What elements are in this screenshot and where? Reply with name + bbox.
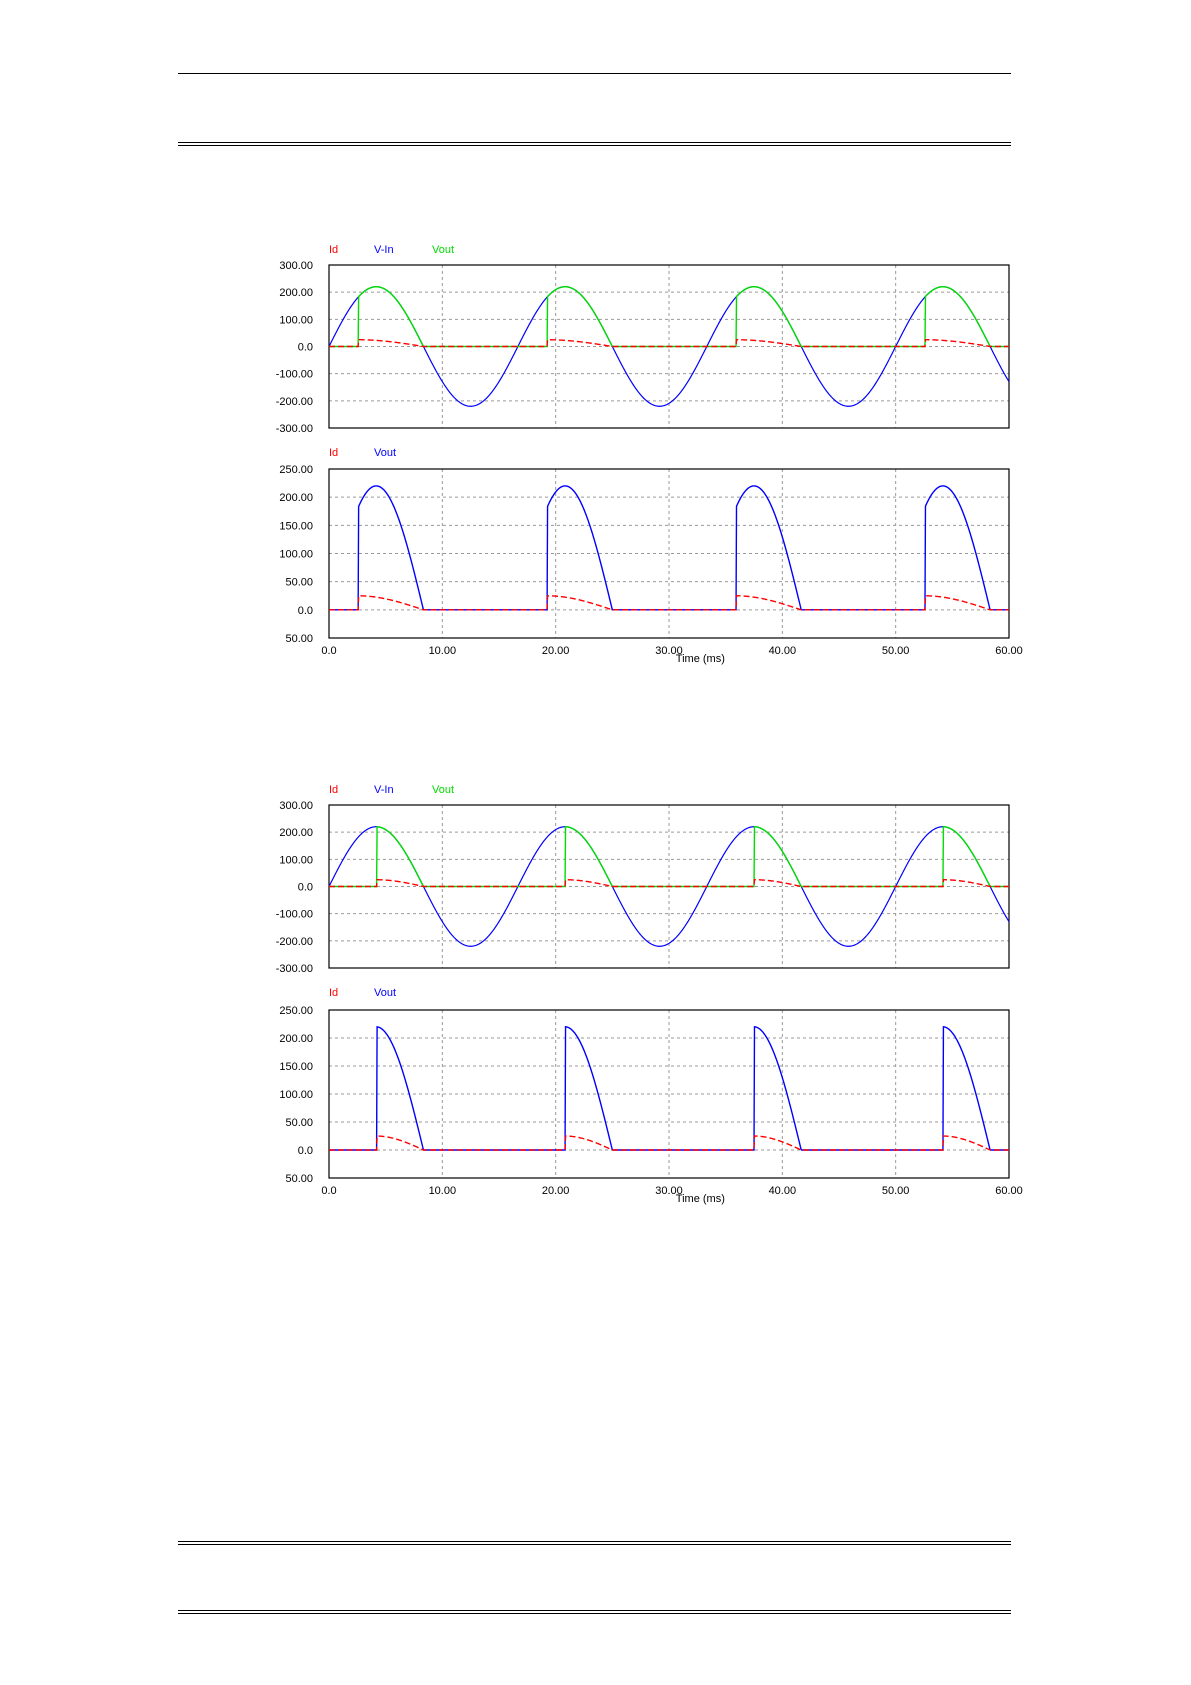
x-axis-label: Time (ms) — [676, 653, 725, 665]
y-tick-label: 50.00 — [285, 577, 313, 589]
x-tick-label: 0.0 — [321, 1185, 336, 1197]
series-line-id — [329, 339, 1009, 348]
y-tick-label: 150.00 — [279, 520, 313, 532]
x-tick-label: 60.00 — [995, 645, 1023, 657]
x-tick-label: 0.0 — [321, 645, 336, 657]
chart-panel-1-top: 300.00 200.00 100.00 0.0 -100.00 -200.00 -300.… — [276, 244, 1010, 435]
y-tick-label: 0.0 — [298, 342, 313, 354]
x-tick-label: 30.00 — [655, 1185, 683, 1197]
header-rule-double — [178, 142, 1011, 146]
y-tick-label: 100.00 — [279, 549, 313, 561]
series-line-id — [329, 595, 1009, 611]
legend-entry: Vout — [374, 447, 396, 459]
y-tick-label: -300.00 — [276, 423, 313, 435]
legend-entry: Id — [329, 447, 338, 459]
y-tick-label: 300.00 — [279, 800, 313, 812]
x-tick-label: 60.00 — [995, 1185, 1023, 1197]
legend-entry: Id — [329, 784, 338, 796]
header-rule-top — [178, 73, 1011, 74]
x-tick-label: 10.00 — [429, 645, 457, 657]
y-tick-label: 250.00 — [279, 464, 313, 476]
x-axis-label: Time (ms) — [676, 1193, 725, 1205]
y-tick-label: -100.00 — [276, 369, 313, 381]
y-tick-label: -100.00 — [276, 909, 313, 921]
y-tick-label: -200.00 — [276, 936, 313, 948]
y-tick-label: 50.00 — [285, 1117, 313, 1129]
x-tick-label: 20.00 — [542, 1185, 570, 1197]
legend-entry: Vout — [374, 987, 396, 999]
y-tick-label: 0.0 — [298, 605, 313, 617]
y-tick-label: 0.0 — [298, 882, 313, 894]
legend-entry: Id — [329, 987, 338, 999]
series-line-id — [329, 878, 1009, 888]
series-line-id — [329, 1135, 1009, 1151]
y-tick-label: 150.00 — [279, 1061, 313, 1073]
y-tick-label: 200.00 — [279, 287, 313, 299]
y-tick-label: 200.00 — [279, 1033, 313, 1045]
y-tick-label: 50.00 — [285, 1173, 313, 1185]
y-tick-label: 100.00 — [279, 314, 313, 326]
y-tick-label: 50.00 — [285, 633, 313, 645]
x-tick-label: 40.00 — [769, 1185, 797, 1197]
x-tick-label: 40.00 — [769, 645, 797, 657]
y-tick-label: 250.00 — [279, 1005, 313, 1017]
legend-entry: Vout — [432, 244, 454, 256]
legend-entry: V-In — [374, 244, 394, 256]
x-tick-label: 30.00 — [655, 645, 683, 657]
figure-1-svg: 300.00 200.00 100.00 0.0 -100.00 -200.00 -300.… — [276, 244, 1023, 665]
legend-entry: Id — [329, 244, 338, 256]
y-tick-label: -200.00 — [276, 396, 313, 408]
plot-frame — [328, 1009, 1010, 1179]
y-tick-label: 100.00 — [279, 854, 313, 866]
legend-entry: Vout — [432, 784, 454, 796]
y-tick-label: 200.00 — [279, 492, 313, 504]
x-tick-label: 50.00 — [882, 1185, 910, 1197]
legend-entry: V-In — [374, 784, 394, 796]
figure-2: 300.00 200.00 100.00 0.0 -100.00 -200.00 -300.… — [276, 784, 1023, 1205]
plot-frame — [328, 468, 1010, 639]
y-tick-label: 0.0 — [298, 1145, 313, 1157]
chart-panel-1-bottom: 250.00 200.00 150.00 100.00 50.00 0.0 50.00 0.0… — [279, 447, 1022, 665]
x-tick-label: 50.00 — [882, 645, 910, 657]
x-tick-label: 20.00 — [542, 645, 570, 657]
x-tick-label: 10.00 — [429, 1185, 457, 1197]
footer-rule-double-top — [178, 1541, 1011, 1545]
y-tick-label: 100.00 — [279, 1089, 313, 1101]
y-tick-label: 200.00 — [279, 827, 313, 839]
y-tick-label: 300.00 — [279, 260, 313, 272]
chart-panel-2-bottom: 250.00 200.00 150.00 100.00 50.00 0.0 50.00 0.0… — [279, 987, 1022, 1205]
y-tick-label: -300.00 — [276, 963, 313, 975]
footer-rule-double-bottom — [178, 1610, 1011, 1614]
figure-2-svg: 300.00 200.00 100.00 0.0 -100.00 -200.00 -300.… — [276, 784, 1023, 1205]
chart-panel-2-top: 300.00 200.00 100.00 0.0 -100.00 -200.00 -300.… — [276, 784, 1010, 975]
figure-1: 300.00 200.00 100.00 0.0 -100.00 -200.00 -300.… — [0, 0, 1191, 680]
